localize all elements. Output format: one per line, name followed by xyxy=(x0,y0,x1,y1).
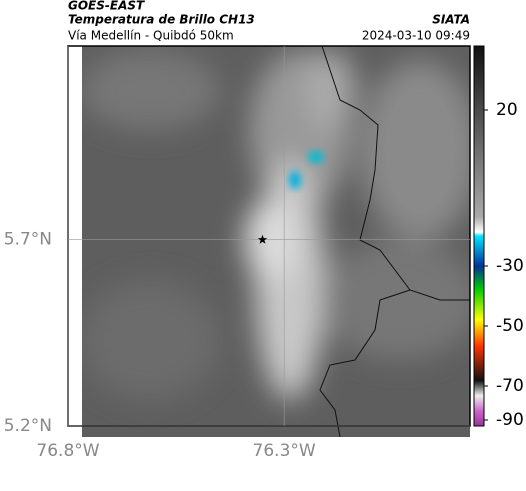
y-tick-label: 5.2°N xyxy=(4,416,52,436)
x-tick-label: 76.8°W xyxy=(36,441,99,461)
location-marker xyxy=(257,234,268,244)
source: SIATA xyxy=(432,13,470,27)
colorbar xyxy=(473,45,485,427)
colorbar-tick-label: -50 xyxy=(496,316,524,336)
product: Temperatura de Brillo CH13 xyxy=(68,13,255,27)
timestamp: 2024-03-10 09:49 xyxy=(362,29,470,43)
y-tick-label: 5.7°N xyxy=(4,230,52,250)
satellite: GOES-EAST xyxy=(68,0,145,13)
region: Vía Medellín - Quibdó 50km xyxy=(68,29,234,43)
x-tick-label: 76.3°W xyxy=(253,441,316,461)
satellite-image xyxy=(82,46,470,437)
colorbar-tick-label: -70 xyxy=(496,376,524,396)
colorbar-tick-label: -90 xyxy=(496,410,524,430)
colorbar-tick-label: 20 xyxy=(496,100,518,120)
colorbar-tick-label: -30 xyxy=(496,256,524,276)
